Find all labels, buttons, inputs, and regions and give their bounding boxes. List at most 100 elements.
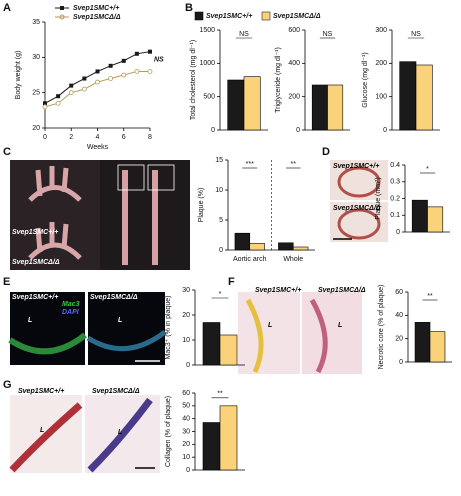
bar: [202, 322, 221, 366]
marker: [95, 79, 100, 85]
marker: [43, 101, 47, 106]
image-label: Mac3: [62, 301, 80, 308]
y-tick-label: 10: [182, 337, 190, 344]
image-label: Svep1SMCΔ/Δ: [318, 287, 366, 294]
marker: [42, 104, 48, 110]
stain: [9, 402, 83, 473]
panel-label: D: [322, 146, 330, 158]
aorta-shape: [28, 166, 82, 260]
y-axis-label: Mac3⁺ (% in plaque): [165, 295, 172, 359]
legend-swatch: [261, 11, 271, 21]
image-label: L: [338, 322, 342, 329]
image-label: L: [268, 322, 272, 329]
annotation: NS: [323, 31, 333, 38]
whole-aorta-photo: [100, 160, 190, 270]
y-tick-label: 300: [375, 27, 387, 34]
image-label: L: [118, 429, 122, 436]
y-tick-label: 15: [215, 157, 223, 164]
bar: [249, 243, 265, 251]
y-tick-label: 0.1: [390, 212, 400, 219]
y-tick-label: 0: [383, 127, 387, 134]
aorta-shape: [122, 170, 158, 265]
y-tick-label: 0: [186, 362, 190, 369]
y-tick-label: 200: [288, 94, 300, 101]
y-tick-label: 40: [395, 312, 403, 319]
y-tick-label: 0.2: [390, 195, 400, 202]
y-axis-label: Total cholesterol (mg dl⁻¹): [190, 40, 197, 120]
bar: [427, 206, 444, 233]
annotation: NS: [239, 31, 249, 38]
marker: [95, 69, 100, 74]
marker: [121, 72, 127, 78]
section-photo: [302, 292, 362, 374]
marker: [134, 69, 140, 74]
x-tick-label: 2: [69, 134, 73, 141]
marker: [147, 69, 153, 74]
bar: [414, 322, 431, 363]
y-tick-label: 400: [288, 60, 300, 67]
annotation: **: [217, 391, 223, 398]
panel-label: E: [3, 276, 10, 288]
y-tick-label: 10: [215, 187, 223, 194]
y-tick-label: 40: [182, 416, 190, 423]
image-label: L: [40, 427, 44, 434]
inset-box: [147, 164, 175, 191]
y-tick-label: 100: [375, 94, 387, 101]
legend-swatch: [194, 11, 204, 21]
annotation: ***: [246, 161, 254, 168]
y-tick-label: 5: [219, 217, 223, 224]
y-tick-label: 1000: [199, 60, 215, 67]
image-label: Svep1SMC+/+: [255, 287, 301, 294]
inset-box: [117, 164, 145, 191]
image-label: Svep1SMC+/+: [12, 294, 58, 301]
bar: [227, 79, 245, 131]
y-axis-label: Collagen (% of plaque): [165, 396, 172, 467]
y-axis-label: Triglyceride (mg dl⁻¹): [275, 47, 282, 113]
image-label: L: [28, 317, 32, 324]
y-tick-label: 30: [32, 54, 40, 61]
marker: [108, 63, 113, 68]
image-label: DAPI: [62, 309, 80, 316]
bar: [411, 199, 428, 233]
image-label: Svep1SMCΔ/Δ: [333, 205, 381, 212]
y-tick-label: 60: [182, 390, 190, 397]
legend-label: Svep1SMCΔ/Δ: [273, 13, 321, 20]
y-tick-label: 0: [211, 127, 215, 134]
x-axis-label: Weeks: [87, 144, 109, 151]
y-tick-label: 200: [375, 60, 387, 67]
y-axis-label: Necrotic core (% of plaque): [378, 285, 385, 370]
annotation: **: [427, 293, 433, 300]
marker: [148, 49, 152, 54]
annotation: *: [426, 166, 429, 173]
x-tick-label: 6: [122, 134, 126, 141]
panel-label: C: [3, 146, 11, 158]
marker: [134, 51, 139, 56]
bar: [219, 334, 238, 366]
y-tick-label: 10: [182, 454, 190, 461]
marker: [121, 58, 126, 63]
bar: [429, 331, 446, 363]
marker: [81, 86, 87, 92]
x-tick-label: 0: [43, 134, 47, 141]
panel-label: F: [228, 276, 235, 288]
marker: [68, 90, 74, 96]
marker: [56, 94, 61, 99]
image-label: Svep1SMCΔ/Δ: [90, 294, 138, 301]
y-axis-label: Glucose (mg dl⁻¹): [362, 52, 369, 107]
annotation: NS: [154, 57, 164, 64]
image-label: Svep1SMCΔ/Δ: [92, 388, 140, 395]
y-tick-label: 20: [182, 312, 190, 319]
bar: [292, 246, 309, 251]
image-label: Svep1SMC+/+: [12, 229, 58, 236]
stain: [309, 298, 328, 374]
series-line: [44, 51, 151, 104]
x-tick-label: Whole: [283, 256, 303, 263]
image-label: Svep1SMC+/+: [18, 388, 64, 395]
bar: [278, 242, 294, 251]
y-axis-label: Plaque (mm²): [375, 177, 382, 219]
y-axis-label: Plaque (%): [198, 188, 205, 223]
y-tick-label: 0: [399, 359, 403, 366]
image-label: Svep1SMC+/+: [333, 163, 379, 170]
y-tick-label: 20: [182, 441, 190, 448]
